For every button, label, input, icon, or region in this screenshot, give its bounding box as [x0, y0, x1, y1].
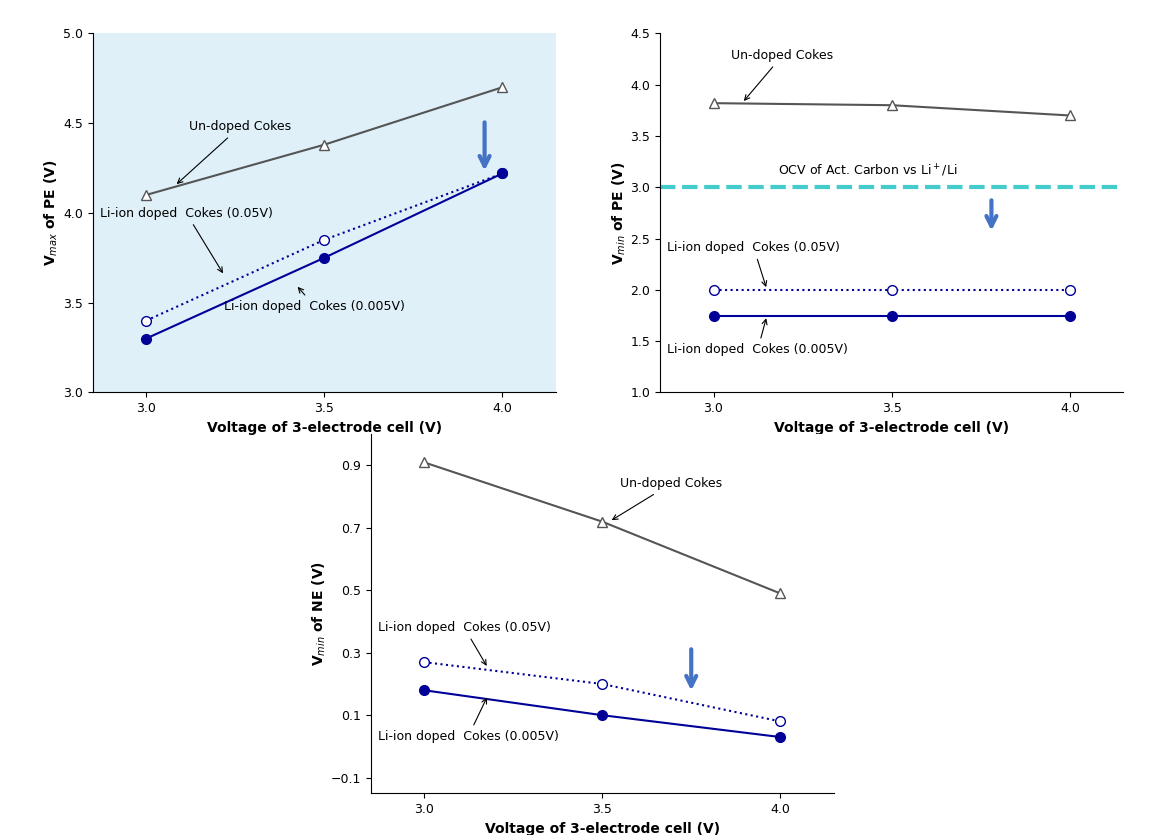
- Text: Li-ion doped  Cokes (0.05V): Li-ion doped Cokes (0.05V): [100, 206, 272, 272]
- X-axis label: Voltage of 3-electrode cell (V): Voltage of 3-electrode cell (V): [774, 421, 1010, 435]
- Text: Li-ion doped  Cokes (0.005V): Li-ion doped Cokes (0.005V): [667, 320, 848, 357]
- Y-axis label: V$_{max}$ of PE (V): V$_{max}$ of PE (V): [43, 159, 60, 266]
- Text: Li-ion doped  Cokes (0.005V): Li-ion doped Cokes (0.005V): [378, 699, 558, 743]
- X-axis label: Voltage of 3-electrode cell (V): Voltage of 3-electrode cell (V): [484, 822, 720, 835]
- Text: Un-doped Cokes: Un-doped Cokes: [732, 49, 834, 100]
- Text: Un-doped Cokes: Un-doped Cokes: [613, 478, 723, 519]
- Text: Un-doped Cokes: Un-doped Cokes: [177, 120, 291, 184]
- Text: Li-ion doped  Cokes (0.05V): Li-ion doped Cokes (0.05V): [378, 621, 550, 665]
- Y-axis label: V$_{min}$ of PE (V): V$_{min}$ of PE (V): [610, 161, 628, 265]
- Text: Li-ion doped  Cokes (0.05V): Li-ion doped Cokes (0.05V): [667, 240, 840, 286]
- Y-axis label: V$_{min}$ of NE (V): V$_{min}$ of NE (V): [310, 561, 328, 666]
- X-axis label: Voltage of 3-electrode cell (V): Voltage of 3-electrode cell (V): [206, 421, 442, 435]
- Text: OCV of Act. Carbon vs Li$^+$/Li: OCV of Act. Carbon vs Li$^+$/Li: [778, 163, 957, 179]
- Text: Li-ion doped  Cokes (0.005V): Li-ion doped Cokes (0.005V): [225, 288, 405, 313]
